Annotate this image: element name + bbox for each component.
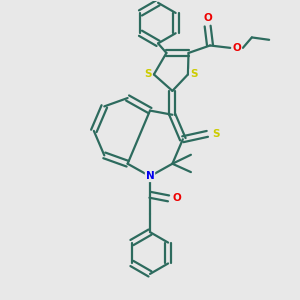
Text: S: S	[144, 70, 152, 80]
Text: O: O	[203, 13, 212, 23]
Text: O: O	[232, 43, 241, 53]
Text: S: S	[212, 129, 219, 139]
Text: S: S	[190, 70, 198, 80]
Text: N: N	[146, 171, 154, 181]
Text: O: O	[172, 194, 181, 203]
